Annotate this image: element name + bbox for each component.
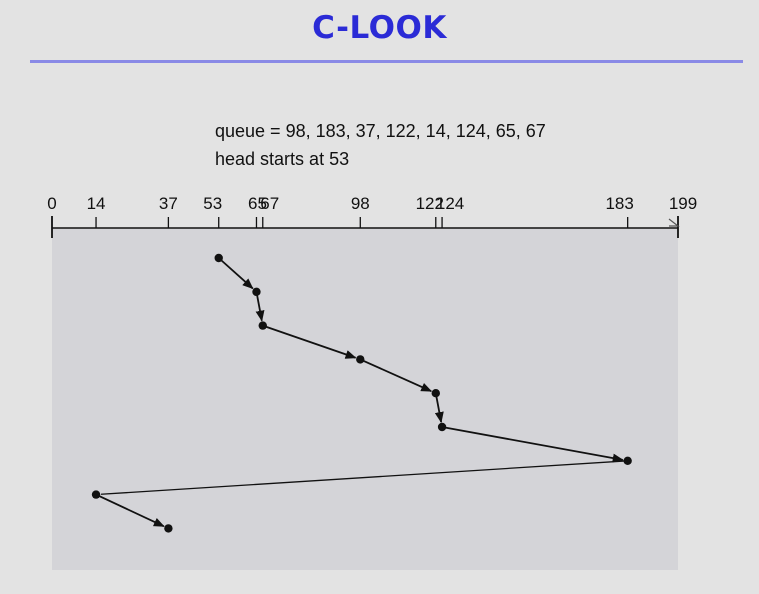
head-start-text: head starts at 53	[215, 149, 350, 169]
tick-label: 199	[669, 194, 697, 213]
request-point	[164, 524, 173, 533]
request-point	[356, 355, 365, 364]
request-point	[214, 253, 223, 263]
head-move-segment	[359, 358, 433, 392]
request-point	[252, 287, 261, 296]
tick-label: 183	[605, 194, 633, 213]
plot-area	[52, 228, 678, 570]
slide-title: C-LOOK	[312, 10, 447, 46]
head-move-segment	[441, 426, 624, 463]
request-point	[91, 490, 101, 499]
head-move-segment	[262, 324, 357, 359]
tick-label: 53	[203, 194, 222, 213]
tick-label: 67	[260, 194, 279, 213]
title-rule	[30, 60, 743, 63]
return-sweep-segment	[100, 460, 628, 495]
request-point	[623, 456, 632, 465]
tick-label: 14	[87, 194, 106, 213]
head-move-segment	[434, 393, 444, 424]
tick-label: 98	[351, 194, 370, 213]
queue-text: queue = 98, 183, 37, 122, 14, 124, 65, 6…	[215, 121, 546, 141]
tick-label: 0	[47, 194, 56, 213]
axis-end-marker	[668, 218, 680, 227]
head-movement-path	[91, 253, 632, 533]
request-point	[258, 321, 267, 330]
tick-label: 37	[159, 194, 178, 213]
tick-label: 65	[248, 194, 267, 213]
head-move-segment	[95, 493, 165, 528]
tick-label: 124	[436, 194, 464, 213]
head-move-segment	[218, 257, 254, 290]
request-point	[431, 389, 440, 398]
tick-label: 122	[416, 194, 444, 213]
head-move-segment	[255, 291, 265, 322]
request-point	[437, 422, 447, 432]
